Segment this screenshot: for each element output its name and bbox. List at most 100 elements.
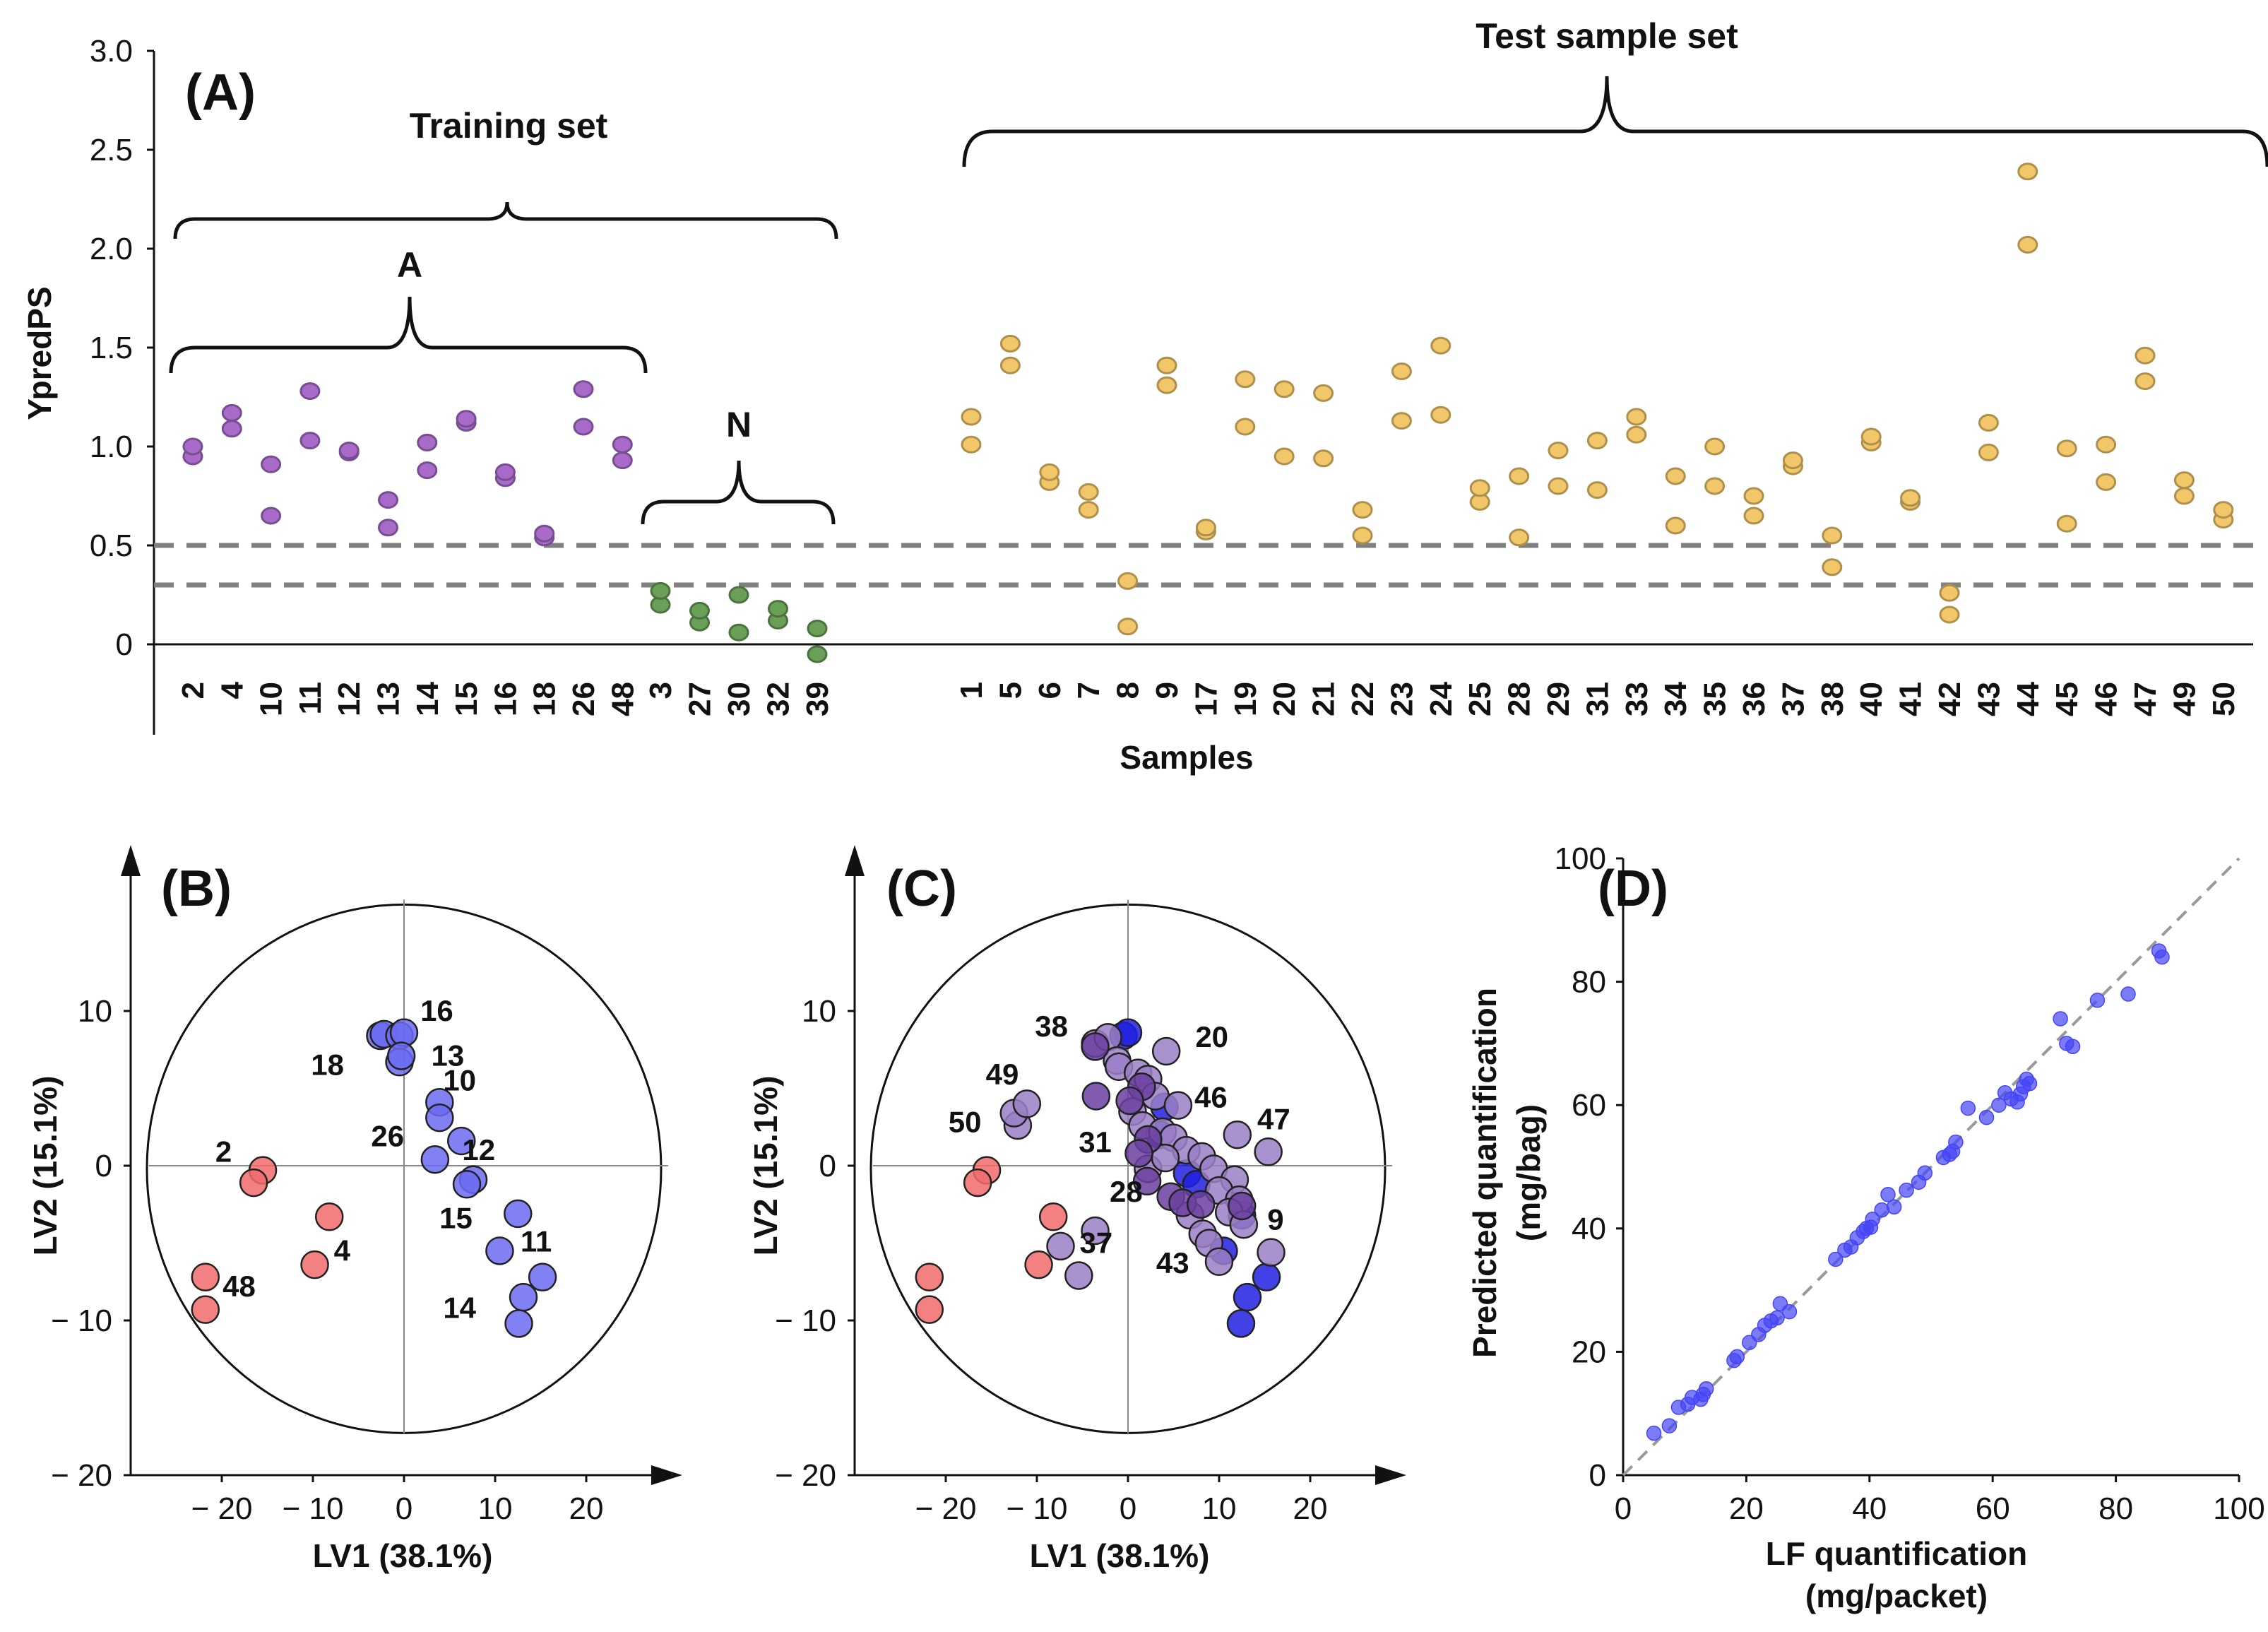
- panel-a-xtick-label: 33: [1620, 682, 1654, 716]
- panel-a-point: [1430, 336, 1451, 355]
- panel-a-xtick-label: 39: [800, 682, 835, 716]
- pca-point: [1204, 1247, 1234, 1277]
- training-set-brace: [173, 201, 838, 240]
- pca-point: [1012, 1089, 1042, 1118]
- panel-a-ytick-label: 3.0: [90, 34, 133, 69]
- pca-xtick-label: 0: [1120, 1491, 1136, 1526]
- panel-a-point: [807, 645, 828, 663]
- panel-a-xtick-label: 30: [722, 682, 756, 716]
- pca-point-label: 26: [371, 1119, 404, 1152]
- panel-a-point: [1273, 380, 1295, 398]
- panel-a-axes: 3.02.52.01.51.00.502 4 10 11 12 13 14 15 16 18 26 4…: [90, 34, 2253, 735]
- pca-point: [1151, 1036, 1181, 1066]
- panel-a-xtick-label: 14: [410, 681, 445, 716]
- pca-ytick-label: 0: [819, 1149, 836, 1183]
- panel-a-point: [1939, 584, 1960, 602]
- panel-a-point: [2017, 162, 2038, 181]
- panel-a-point: [1313, 384, 1334, 402]
- panel-a-point: [2056, 514, 2077, 533]
- pca-point-label: 43: [1156, 1246, 1189, 1279]
- pca-xtick-label: − 20: [191, 1491, 253, 1526]
- class-n-brace: [641, 460, 836, 525]
- panel-a-xtick-label: 10: [254, 682, 289, 716]
- pca-point-label: 15: [439, 1201, 473, 1234]
- panel-a-point: [728, 586, 749, 604]
- pca-point: [314, 1202, 344, 1231]
- pca-point: [1124, 1139, 1153, 1168]
- panel-a-xtick-label: 9: [1150, 682, 1185, 699]
- pca-point: [509, 1282, 538, 1312]
- panel-a-point: [1704, 437, 1726, 456]
- panel-a-xtick-label: 31: [1580, 682, 1615, 716]
- panel-d-label: (D): [1598, 861, 1668, 917]
- panel-a-point: [1195, 519, 1216, 537]
- panel-a-point: [1039, 463, 1060, 481]
- panel-a-point: [182, 437, 203, 456]
- panel-d-point: [2154, 949, 2170, 965]
- panel-a-point: [1117, 572, 1139, 590]
- panel-a-point: [534, 524, 555, 543]
- pca-point-label: 14: [443, 1291, 476, 1324]
- panel-d-point: [1698, 1381, 1714, 1397]
- pca-point-label: 12: [462, 1133, 495, 1166]
- panel-a-point: [299, 432, 321, 450]
- panel-c-xlabel: LV1 (38.1%): [1030, 1537, 1210, 1574]
- pca-xtick-label: 20: [1293, 1491, 1328, 1526]
- panel-a-xtick-label: 19: [1228, 682, 1263, 716]
- panel-a-point: [1743, 487, 1764, 505]
- panel-a-xtick-label: 15: [449, 682, 484, 716]
- pca-point: [1257, 1238, 1286, 1267]
- panel-a-point: [1078, 501, 1099, 519]
- pca-point-label: 46: [1194, 1081, 1228, 1114]
- panel-c: − 20 − 10 0 10 20 10 0 − 10 − 20 38 20 49 46 50 47 31 2…: [747, 845, 1406, 1574]
- panel-a-xtick-label: 44: [2011, 681, 2046, 716]
- pca-point: [239, 1168, 268, 1198]
- panel-a-point: [1548, 442, 1569, 460]
- panel-a-ytick-label: 2.5: [90, 133, 133, 167]
- pca-point: [452, 1170, 482, 1199]
- panel-a-point: [807, 620, 828, 638]
- panel-d-ylabel-units: (mg/bag): [1510, 1104, 1547, 1241]
- panel-d-xtick-label: 40: [1852, 1491, 1887, 1526]
- pca-point: [300, 1250, 329, 1279]
- panel-c-points: [915, 1018, 1286, 1338]
- panel-a-point: [961, 435, 982, 454]
- pca-point-label: 9: [1267, 1203, 1283, 1236]
- pca-point: [1024, 1250, 1053, 1279]
- panel-d-point: [2053, 1011, 2068, 1027]
- panel-a-xtick-label: 6: [1033, 682, 1067, 699]
- class-n-label: N: [726, 405, 752, 444]
- panel-a-xtick-label: 8: [1111, 682, 1146, 699]
- pca-xtick-label: − 10: [283, 1491, 344, 1526]
- panel-a-point: [573, 380, 594, 398]
- panel-a-point: [1352, 526, 1373, 545]
- panel-d: 0 20 40 60 80 100 100 80 60 40 20 0 (D) LF quantifi…: [1466, 841, 2265, 1614]
- pca-point: [1223, 1120, 1252, 1149]
- panel-a-xtick-label: 5: [993, 682, 1028, 699]
- panel-d-point: [1886, 1199, 1902, 1214]
- pca-point: [1046, 1231, 1075, 1261]
- pca-point-label: 49: [986, 1058, 1019, 1091]
- panel-b-label: (B): [161, 861, 232, 917]
- panel-a-point: [689, 601, 710, 620]
- pca-point: [1064, 1261, 1093, 1290]
- panel-a-point: [1235, 370, 1256, 389]
- panel-a-point: [456, 410, 477, 428]
- panel-a-ytick-label: 0: [116, 627, 133, 662]
- panel-d-ytick-label: 60: [1572, 1088, 1606, 1123]
- panel-a-point: [2213, 501, 2234, 519]
- panel-a-point: [1586, 432, 1608, 450]
- panel-d-xtick-label: 80: [2098, 1491, 2133, 1526]
- panel-a-xtick-label: 29: [1541, 682, 1576, 716]
- panel-a-point: [417, 433, 438, 451]
- panel-a-point: [494, 463, 516, 481]
- panel-a-xtick-label: 32: [761, 682, 796, 716]
- panel-a-point: [261, 455, 282, 473]
- panel-a-ytick-label: 2.0: [90, 232, 133, 266]
- pca-point-label: 2: [215, 1135, 232, 1168]
- panel-d-point: [1960, 1100, 1976, 1116]
- panel-d-ytick-label: 100: [1555, 841, 1606, 876]
- panel-d-xtick-label: 100: [2213, 1491, 2264, 1526]
- panel-a-xtick-label: 47: [2128, 682, 2163, 716]
- panel-a-point: [1391, 362, 1412, 381]
